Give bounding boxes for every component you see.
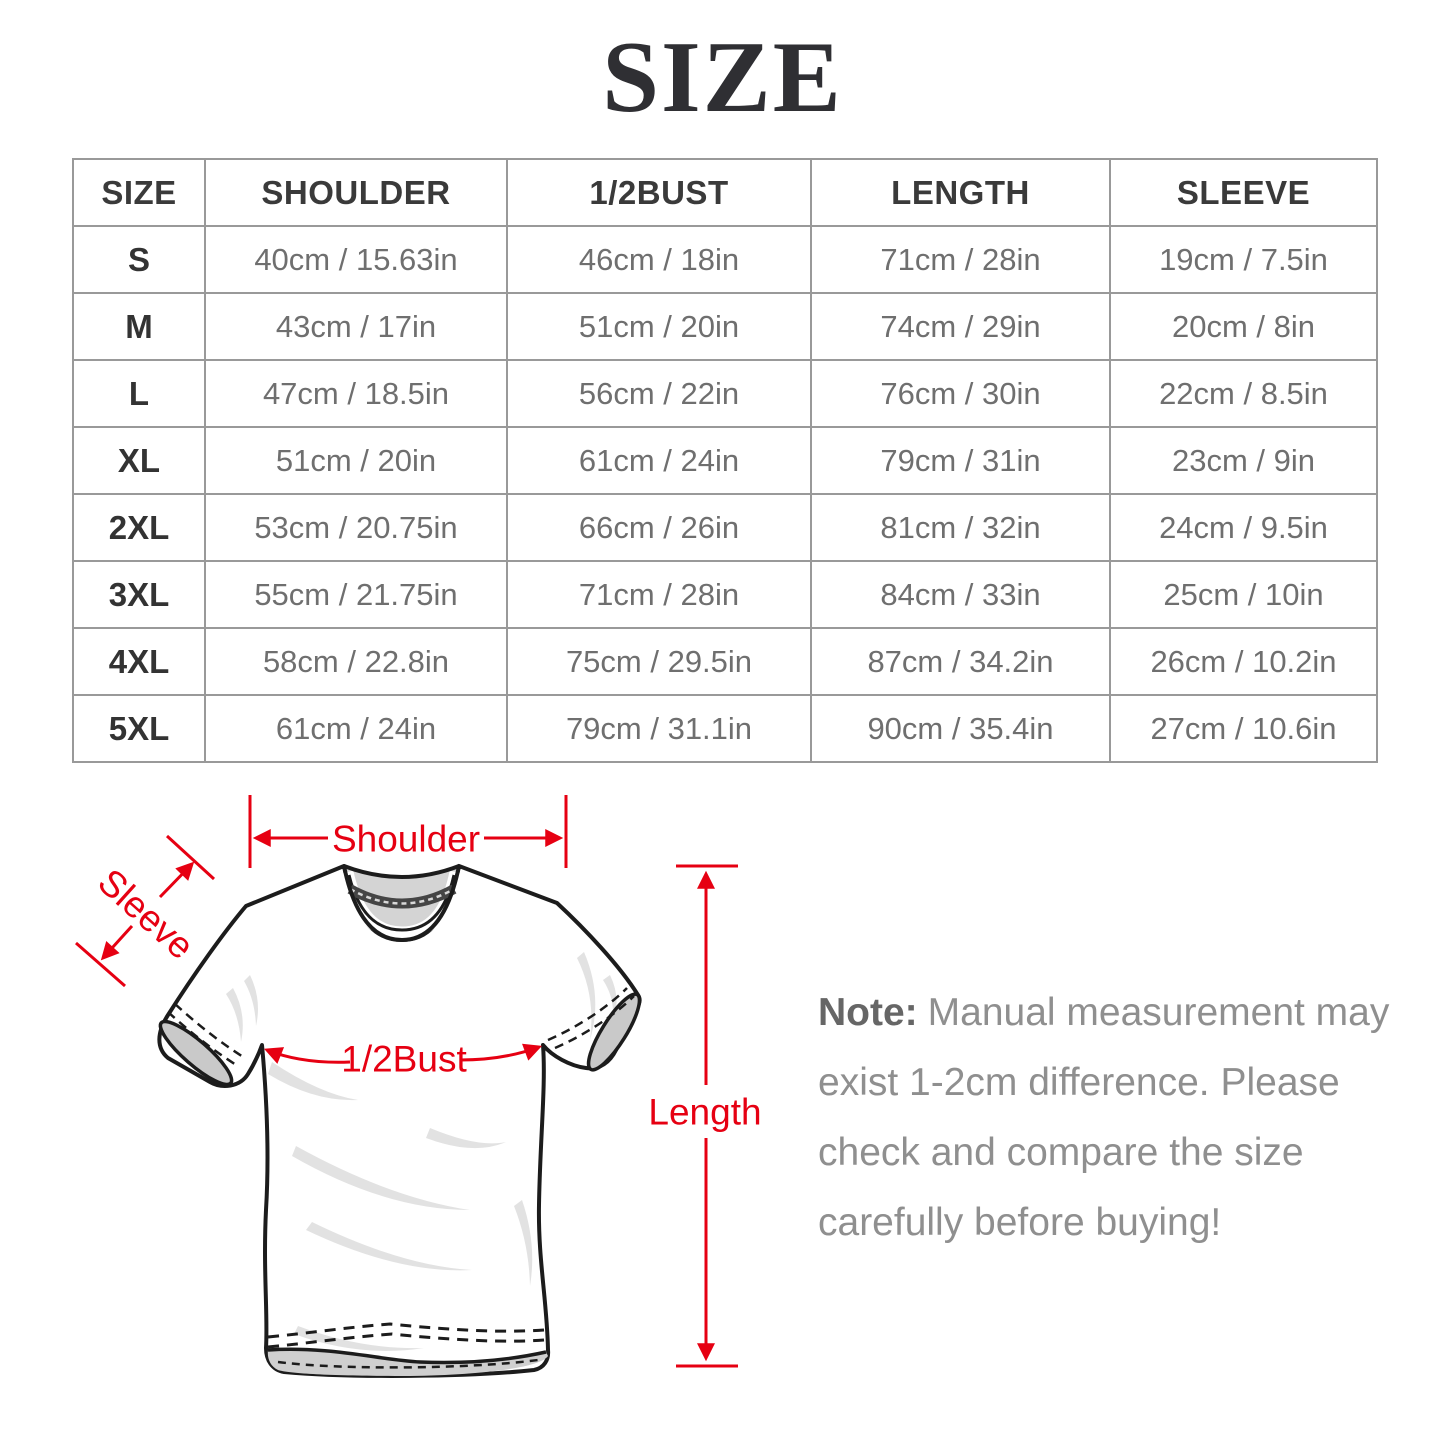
- header-sleeve: SLEEVE: [1109, 158, 1378, 227]
- header-length: LENGTH: [810, 158, 1111, 227]
- tshirt-illustration: [157, 864, 642, 1378]
- cell-shoulder: 58cm / 22.8in: [204, 627, 508, 696]
- header-half-bust: 1/2BUST: [506, 158, 812, 227]
- cell-sleeve: 24cm / 9.5in: [1109, 493, 1378, 562]
- cell-half-bust: 75cm / 29.5in: [506, 627, 812, 696]
- hem: [267, 1322, 548, 1376]
- bust-arrow-left: [263, 1047, 351, 1064]
- collar: [340, 864, 463, 943]
- wrinkle-shading: [226, 952, 617, 1351]
- note-text: Note: Manual measurement may exist 1-2cm …: [818, 978, 1418, 1258]
- cell-shoulder: 43cm / 17in: [204, 292, 508, 361]
- cell-sleeve: 26cm / 10.2in: [1109, 627, 1378, 696]
- cell-sleeve: 20cm / 8in: [1109, 292, 1378, 361]
- row-size-label: 2XL: [72, 493, 206, 562]
- sleeve-arrow-up: [158, 861, 195, 899]
- sleeve-tick-top: [165, 834, 216, 881]
- sleeve-measure: [75, 834, 216, 988]
- cell-half-bust: 51cm / 20in: [506, 292, 812, 361]
- sleeve-label: Sleeve: [90, 861, 202, 967]
- size-table: SIZE SHOULDER 1/2BUST LENGTH SLEEVE S 40…: [72, 158, 1378, 763]
- row-size-label: M: [72, 292, 206, 361]
- row-size-label: S: [72, 225, 206, 294]
- row-size-label: 4XL: [72, 627, 206, 696]
- row-size-label: XL: [72, 426, 206, 495]
- cell-half-bust: 79cm / 31.1in: [506, 694, 812, 763]
- cell-shoulder: 51cm / 20in: [204, 426, 508, 495]
- table-row: XL 51cm / 20in 61cm / 24in 79cm / 31in 2…: [72, 426, 1378, 495]
- page-title: SIZE: [602, 21, 843, 134]
- cell-half-bust: 66cm / 26in: [506, 493, 812, 562]
- bust-arrow-right: [459, 1043, 543, 1062]
- table-row: M 43cm / 17in 51cm / 20in 74cm / 29in 20…: [72, 292, 1378, 361]
- table-header-row: SIZE SHOULDER 1/2BUST LENGTH SLEEVE: [72, 158, 1378, 227]
- cell-length: 71cm / 28in: [810, 225, 1111, 294]
- cell-half-bust: 46cm / 18in: [506, 225, 812, 294]
- table-row: 5XL 61cm / 24in 79cm / 31.1in 90cm / 35.…: [72, 694, 1378, 763]
- cell-half-bust: 61cm / 24in: [506, 426, 812, 495]
- shoulder-measure: [248, 795, 568, 868]
- table-row: 3XL 55cm / 21.75in 71cm / 28in 84cm / 33…: [72, 560, 1378, 629]
- cell-sleeve: 22cm / 8.5in: [1109, 359, 1378, 428]
- sleeve-arrow-down: [100, 924, 134, 961]
- left-cuff: [158, 1003, 246, 1087]
- cell-length: 74cm / 29in: [810, 292, 1111, 361]
- cell-sleeve: 25cm / 10in: [1109, 560, 1378, 629]
- right-cuff: [547, 987, 642, 1072]
- cell-length: 87cm / 34.2in: [810, 627, 1111, 696]
- cell-sleeve: 19cm / 7.5in: [1109, 225, 1378, 294]
- half-bust-label: 1/2Bust: [341, 1039, 467, 1080]
- tshirt-measurement-diagram: Shoulder Sleeve 1/2Bust Length: [75, 795, 762, 1378]
- header-size: SIZE: [72, 158, 206, 227]
- row-size-label: 5XL: [72, 694, 206, 763]
- length-label: Length: [648, 1092, 761, 1133]
- cell-shoulder: 53cm / 20.75in: [204, 493, 508, 562]
- cell-shoulder: 61cm / 24in: [204, 694, 508, 763]
- row-size-label: 3XL: [72, 560, 206, 629]
- cell-length: 90cm / 35.4in: [810, 694, 1111, 763]
- table-row: L 47cm / 18.5in 56cm / 22in 76cm / 30in …: [72, 359, 1378, 428]
- row-size-label: L: [72, 359, 206, 428]
- cell-shoulder: 47cm / 18.5in: [204, 359, 508, 428]
- cell-length: 84cm / 33in: [810, 560, 1111, 629]
- note-label: Note:: [818, 991, 918, 1034]
- header-shoulder: SHOULDER: [204, 158, 508, 227]
- table-row: S 40cm / 15.63in 46cm / 18in 71cm / 28in…: [72, 225, 1378, 294]
- table-row: 4XL 58cm / 22.8in 75cm / 29.5in 87cm / 3…: [72, 627, 1378, 696]
- cell-length: 76cm / 30in: [810, 359, 1111, 428]
- note-body: Manual measurement may exist 1-2cm diffe…: [818, 991, 1390, 1244]
- cell-half-bust: 56cm / 22in: [506, 359, 812, 428]
- cell-half-bust: 71cm / 28in: [506, 560, 812, 629]
- shoulder-label: Shoulder: [332, 819, 480, 860]
- cell-length: 81cm / 32in: [810, 493, 1111, 562]
- cell-sleeve: 27cm / 10.6in: [1109, 694, 1378, 763]
- length-measure: [676, 864, 738, 1368]
- half-bust-measure: [263, 1043, 543, 1064]
- sleeve-tick-bottom: [75, 941, 126, 988]
- table-row: 2XL 53cm / 20.75in 66cm / 26in 81cm / 32…: [72, 493, 1378, 562]
- tshirt-outline: [157, 864, 642, 1378]
- cell-shoulder: 40cm / 15.63in: [204, 225, 508, 294]
- cell-shoulder: 55cm / 21.75in: [204, 560, 508, 629]
- cell-length: 79cm / 31in: [810, 426, 1111, 495]
- cell-sleeve: 23cm / 9in: [1109, 426, 1378, 495]
